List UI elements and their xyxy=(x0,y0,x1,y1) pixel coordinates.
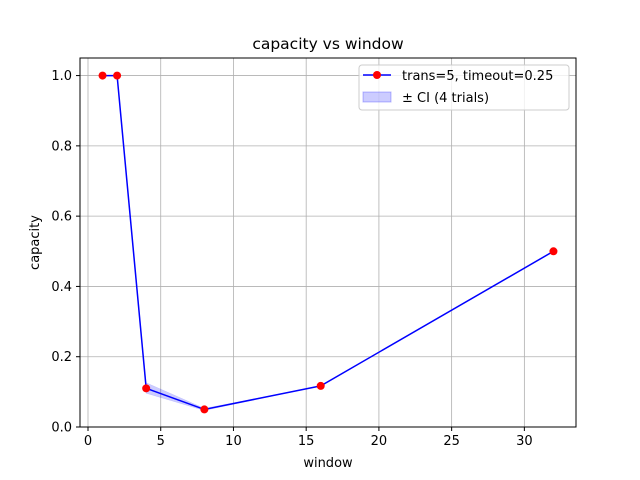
x-tick-label: 10 xyxy=(225,434,242,449)
chart-title: capacity vs window xyxy=(252,35,404,53)
legend: trans=5, timeout=0.25 ± CI (4 trials) xyxy=(358,64,570,111)
x-tick-label: 20 xyxy=(371,434,388,449)
data-point-marker xyxy=(549,247,558,256)
y-axis-ticks: 0.0 0.2 0.4 0.6 0.8 1.0 xyxy=(51,69,80,436)
y-tick-label: 0.8 xyxy=(51,139,72,154)
y-tick-label: 0.4 xyxy=(51,280,72,295)
x-axis-ticks: 0 5 10 15 20 25 30 xyxy=(84,427,533,449)
y-tick-label: 0.6 xyxy=(51,210,72,225)
legend-series-label: trans=5, timeout=0.25 xyxy=(402,69,553,84)
data-point-marker xyxy=(113,71,122,80)
legend-box xyxy=(358,64,570,111)
y-tick-label: 0.0 xyxy=(51,421,72,436)
data-point-marker xyxy=(142,384,151,393)
legend-band-label: ± CI (4 trials) xyxy=(402,91,489,106)
y-tick-label: 1.0 xyxy=(51,69,72,84)
x-tick-label: 25 xyxy=(443,434,460,449)
series-marker-layer xyxy=(98,71,558,414)
x-tick-label: 0 xyxy=(84,434,92,449)
legend-marker-swatch xyxy=(373,71,381,79)
x-tick-label: 15 xyxy=(298,434,315,449)
data-point-marker xyxy=(200,405,209,414)
y-axis-label: capacity xyxy=(28,215,43,270)
data-point-marker xyxy=(316,381,325,390)
x-tick-label: 5 xyxy=(157,434,165,449)
data-point-marker xyxy=(98,71,107,80)
x-axis-label: window xyxy=(303,456,353,471)
y-tick-label: 0.2 xyxy=(51,350,72,365)
plot-frame xyxy=(79,57,577,428)
x-tick-label: 30 xyxy=(516,434,533,449)
legend-band-swatch xyxy=(362,91,392,103)
